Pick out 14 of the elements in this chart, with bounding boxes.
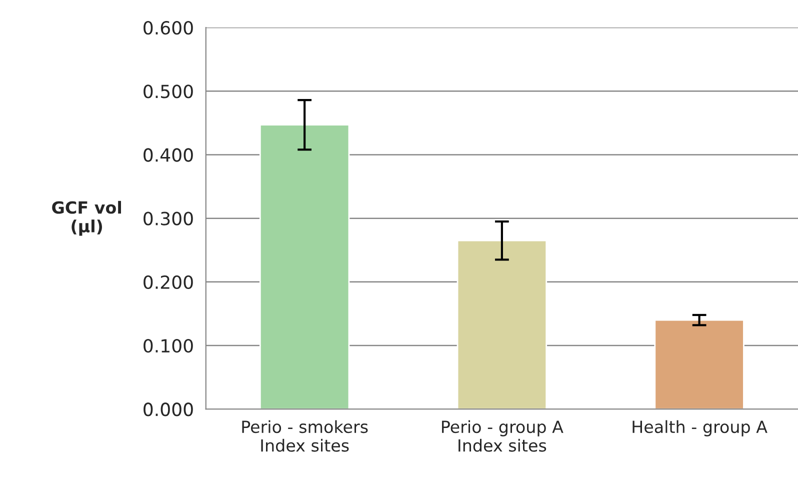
y-tick-label: 0.500 [144,84,193,98]
y-tick-label: 0.100 [144,338,193,353]
y-tick-label: 0.200 [144,275,193,290]
bar [259,124,350,410]
y-tick-label: 0.000 [144,402,193,416]
x-tick-label: Perio - group A Index sites [442,420,564,452]
y-axis-title: GCF vol (µl) [52,200,121,236]
bar [654,319,744,410]
x-tick-label: Perio - smokers Index sites [242,420,368,452]
y-tick-label: 0.300 [144,212,193,226]
y-tick-label: 0.600 [144,20,193,35]
x-tick-label: Health - group A [632,420,768,436]
bar [456,240,548,410]
y-tick-label: 0.400 [144,148,193,162]
